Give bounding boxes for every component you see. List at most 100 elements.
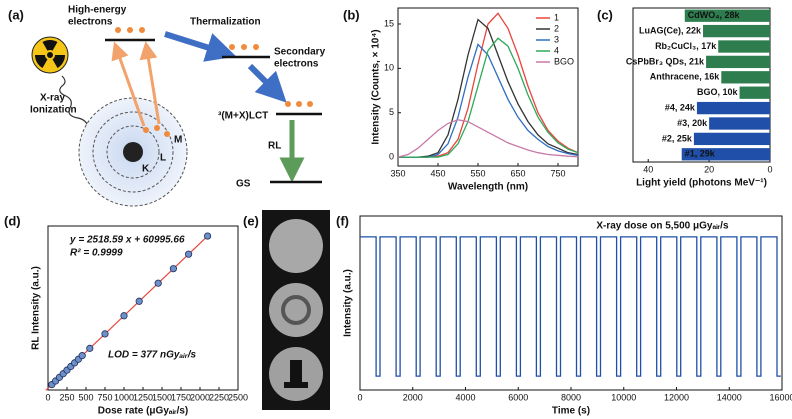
electron [127,27,133,33]
bar [739,86,770,99]
x-tick-label: 10000 [611,392,636,402]
electron [154,125,160,131]
y-tick-label: 0 [389,151,394,161]
x-tick-label: 14000 [717,392,742,402]
bar-label: LuAG(Ce), 22k [639,25,702,35]
electron [143,127,149,133]
plot-frame [397,7,579,167]
y-axis-label: RL Intensity (a.u.) [31,266,42,350]
bar-label: Rb₂CuCl₃, 17k [655,41,717,51]
point [120,312,128,320]
y-axis-label: Intensity (a.u.) [343,269,354,337]
x-axis-label: Dose rate (μGyₐᵢᵣ/s) [98,406,189,417]
radiation-icon [35,39,66,68]
r-squared: R² = 0.9999 [70,248,123,259]
diagram-text: Ionization [30,105,77,116]
point [185,250,193,258]
x-tick-label: 2500 [228,392,248,402]
shell-label: L [160,153,166,164]
electron [296,101,302,107]
arrow [111,41,146,127]
y-tick-label: 5 [389,107,394,117]
bar [706,55,770,69]
sample-image [290,360,302,382]
legend-label: 1 [554,12,559,22]
radiation-icon [47,52,53,58]
diagram-text: GS [236,179,251,190]
diagram-text: RL [268,141,281,152]
x-tick-label: 12000 [664,392,689,402]
bar [684,9,770,22]
x-tick-label: 500 [78,392,93,402]
point [101,330,109,338]
electron [253,44,259,50]
panel-label: (b) [343,7,360,22]
x-tick-label: 750 [97,392,112,402]
shell-label: K [142,164,150,175]
equation: y = 2518.59 x + 60995.66 [69,235,185,246]
point [78,352,86,360]
nucleus [123,142,143,162]
x-axis-label: Wavelength (nm) [448,182,528,193]
legend-label: 2 [554,23,559,33]
y-axis-label: Intensity (Counts, × 10⁴) [371,29,382,144]
x-tick-label: 20 [704,164,714,174]
line-series [398,43,579,158]
bar [693,132,770,146]
sample-image [269,283,323,337]
x-axis-label: Time (s) [552,406,590,417]
x-tick-label: 1000 [114,392,134,402]
arrow [164,31,237,62]
x-tick-label: 8000 [561,392,581,402]
x-tick-label: 16000 [769,392,792,402]
x-tick-label: 0 [357,392,362,402]
diagram-text: electrons [274,59,319,70]
plot-frame [359,215,783,391]
sample-image [281,295,311,325]
x-tick-label: 450 [430,168,445,178]
electron [285,101,291,107]
bar [709,117,770,130]
x-tick-label: 1500 [152,392,172,402]
line-series [398,18,579,158]
x-tick-label: 4000 [455,392,475,402]
bar [703,24,770,38]
x-tick-label: 6000 [508,392,528,402]
bar-label: CsPbBr₃ QDs, 21k [626,56,705,66]
x-tick-label: 2250 [209,392,229,402]
sample-image [269,219,323,273]
x-tick-label: 750 [550,168,565,178]
bar [696,101,770,115]
line-series [360,236,781,377]
bar [721,71,770,84]
arrow [139,41,161,125]
bar-label: Anthracene, 16k [650,72,721,82]
x-tick-label: 2000 [403,392,423,402]
y-tick-label: 15 [384,18,394,28]
lod: LOD = 377 nGyₐᵢᵣ/s [108,350,197,361]
legend-label: 3 [554,34,559,44]
panel-e: (e) [243,210,330,410]
bar [718,40,770,53]
diagram-text: Secondary [274,47,326,58]
electron [115,27,121,33]
point [204,232,212,240]
panel-label: (c) [597,7,613,22]
bar-label: #4, 24k [665,102,696,112]
x-tick-label: 1250 [133,392,153,402]
bar-label: #3, 20k [677,118,708,128]
panel-label: (e) [243,213,259,228]
diagram-text: X-ray [40,93,65,104]
panel-label: (f) [336,213,349,228]
x-tick-label: 650 [510,168,525,178]
x-tick-label: 2000 [190,392,210,402]
x-tick-label: 40 [643,164,653,174]
x-tick-label: 550 [470,168,485,178]
bar-label: #2, 25k [662,133,693,143]
panel-label: (d) [4,213,21,228]
bar [681,148,770,161]
line-series [398,37,579,158]
electron [139,27,145,33]
